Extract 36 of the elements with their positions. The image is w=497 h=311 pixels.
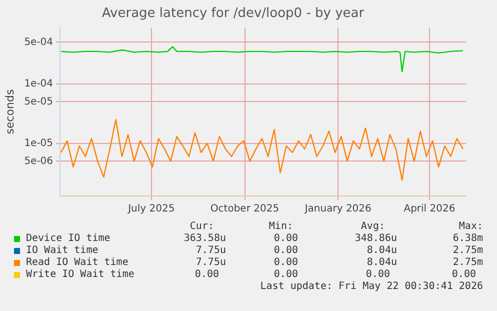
text: 0.00	[274, 257, 298, 269]
legend-label: Device IO time	[26, 233, 110, 245]
text: 0.00	[274, 233, 298, 245]
text: Last update: Fri May 22 00:30:41 2026	[260, 281, 483, 293]
text: 2.75m	[452, 257, 483, 269]
text: Min:	[268, 221, 293, 233]
chart-title: Average latency for /dev/loop0 - by year	[102, 6, 365, 22]
y-tick-label: 5e-04	[24, 36, 54, 48]
legend-label: IO Wait time	[26, 245, 98, 257]
y-tick-label: 5e-05	[24, 96, 54, 108]
legend-label: Write IO Wait time	[26, 269, 134, 281]
text: 2.75m	[452, 245, 483, 257]
text: 0.00	[194, 269, 219, 281]
text: 8.04u	[366, 245, 397, 257]
text: Cur:	[190, 221, 214, 233]
y-tick-label: 5e-06	[24, 156, 54, 167]
text: Avg:	[360, 221, 385, 233]
text: 0.00	[366, 269, 390, 281]
x-tick-label: October 2025	[210, 204, 280, 215]
text: 363.58u	[184, 233, 226, 245]
text: 0.00	[274, 245, 298, 257]
text: 6.38m	[452, 233, 483, 245]
x-tick-label: January 2026	[304, 204, 372, 215]
text: 348.86u	[354, 233, 397, 245]
x-tick-label: April 2026	[404, 204, 456, 215]
y-tick-label: 1e-04	[24, 78, 54, 90]
x-tick-label: July 2025	[127, 204, 175, 215]
text: 7.75u	[196, 257, 226, 269]
text: 8.04u	[366, 257, 397, 269]
text: 0.00	[452, 269, 476, 281]
legend-label: Read IO Wait time	[26, 257, 128, 269]
text: Max:	[458, 221, 483, 233]
text: 0.00	[274, 269, 298, 281]
y-axis-title: seconds	[3, 89, 16, 134]
y-tick-label: 1e-05	[24, 138, 54, 149]
text: 7.75u	[196, 245, 226, 257]
